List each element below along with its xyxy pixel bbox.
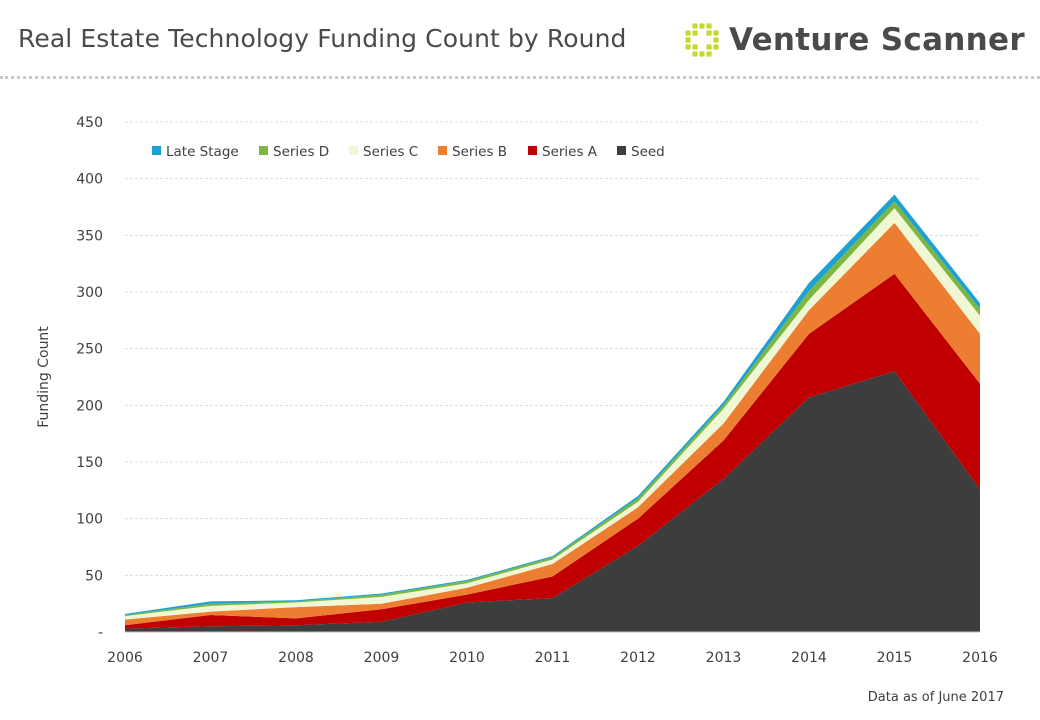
logo-dot: [685, 37, 691, 43]
x-tick-label: 2016: [962, 650, 998, 666]
logo-dot: [713, 30, 719, 36]
legend-label: Series A: [542, 144, 598, 160]
logo-dot: [699, 51, 705, 57]
logo-dot: [706, 23, 712, 29]
legend-item-seed: Seed: [617, 144, 665, 160]
legend-item-series-a: Series A: [528, 144, 598, 160]
x-tick-label: 2008: [278, 650, 314, 666]
logo-dot: [713, 37, 719, 43]
legend-swatch: [617, 146, 626, 155]
legend-swatch: [259, 146, 268, 155]
logo-dot: [692, 44, 698, 50]
y-tick-label: -: [98, 625, 103, 641]
legend-item-series-d: Series D: [259, 144, 329, 160]
logo-dot: [692, 23, 698, 29]
logo-dot: [699, 44, 705, 50]
legend: Late Stage Series D Series C Series B Series…: [152, 144, 665, 160]
logo-dot: [685, 30, 691, 36]
brand-logo: Venture Scanner: [684, 18, 1025, 62]
logo-dot: [692, 51, 698, 57]
area-series-b: [125, 222, 980, 626]
legend-item-series-b: Series B: [438, 144, 507, 160]
logo-dot: [692, 30, 698, 36]
y-tick-label: 350: [76, 228, 103, 244]
x-tick-label: 2015: [877, 650, 913, 666]
logo-dot: [699, 23, 705, 29]
y-tick-label: 300: [76, 285, 103, 301]
logo-dot: [706, 44, 712, 50]
y-axis-label: Funding Count: [36, 326, 52, 428]
y-tick-label: 200: [76, 398, 103, 414]
logo-dot: [706, 51, 712, 57]
x-tick-label: 2013: [706, 650, 742, 666]
logo-dot: [699, 37, 705, 43]
legend-label: Seed: [631, 144, 665, 160]
header-divider: [0, 76, 1040, 79]
y-axis-ticks: - 50 100 150 200 250 300 350 400 450: [76, 115, 103, 641]
x-tick-label: 2011: [535, 650, 571, 666]
area-seed: [125, 371, 980, 632]
logo-dot: [713, 44, 719, 50]
legend-swatch: [528, 146, 537, 155]
y-tick-label: 150: [76, 455, 103, 471]
x-tick-label: 2007: [193, 650, 229, 666]
legend-item-late-stage: Late Stage: [152, 144, 239, 160]
y-tick-label: 50: [85, 568, 103, 584]
logo-dot: [685, 44, 691, 50]
brand-name: Venture Scanner: [729, 22, 1025, 58]
logo-dot: [692, 37, 698, 43]
legend-swatch: [152, 146, 161, 155]
area-series: [125, 194, 980, 632]
y-tick-label: 250: [76, 342, 103, 358]
logo-dot: [706, 30, 712, 36]
legend-label: Late Stage: [166, 144, 239, 160]
venture-scanner-logo-icon: [685, 23, 719, 57]
x-tick-label: 2014: [791, 650, 827, 666]
x-tick-label: 2006: [107, 650, 143, 666]
x-tick-label: 2010: [449, 650, 485, 666]
data-date-note: Data as of June 2017: [867, 690, 1004, 705]
legend-swatch: [349, 146, 358, 155]
y-tick-label: 400: [76, 172, 103, 188]
x-axis-ticks: 2006 2007 2008 2009 2010 2011 2012 2013 2014 2015…: [107, 650, 998, 666]
y-tick-label: 100: [76, 512, 103, 528]
legend-label: Series D: [273, 144, 329, 160]
page-title: Real Estate Technology Funding Count by …: [18, 24, 627, 53]
legend-item-series-c: Series C: [349, 144, 418, 160]
x-tick-label: 2009: [364, 650, 400, 666]
legend-label: Series C: [363, 144, 418, 160]
x-tick-label: 2012: [620, 650, 656, 666]
y-tick-label: 450: [76, 115, 103, 131]
legend-swatch: [438, 146, 447, 155]
area-series-a: [125, 273, 980, 629]
logo-dot: [706, 37, 712, 43]
legend-label: Series B: [452, 144, 507, 160]
logo-dot: [699, 30, 705, 36]
